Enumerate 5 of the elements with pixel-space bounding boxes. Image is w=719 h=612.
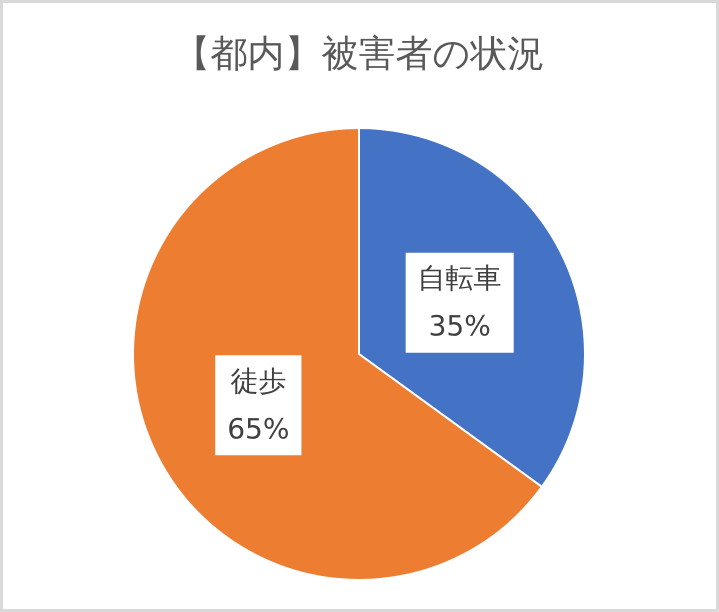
chart-title: 【都内】被害者の状況 — [174, 32, 544, 75]
data-label: 35% — [428, 310, 491, 343]
data-label: 65% — [227, 412, 290, 446]
slice-label: 自転車 — [418, 262, 502, 295]
slice-label: 徒歩 — [230, 364, 286, 398]
